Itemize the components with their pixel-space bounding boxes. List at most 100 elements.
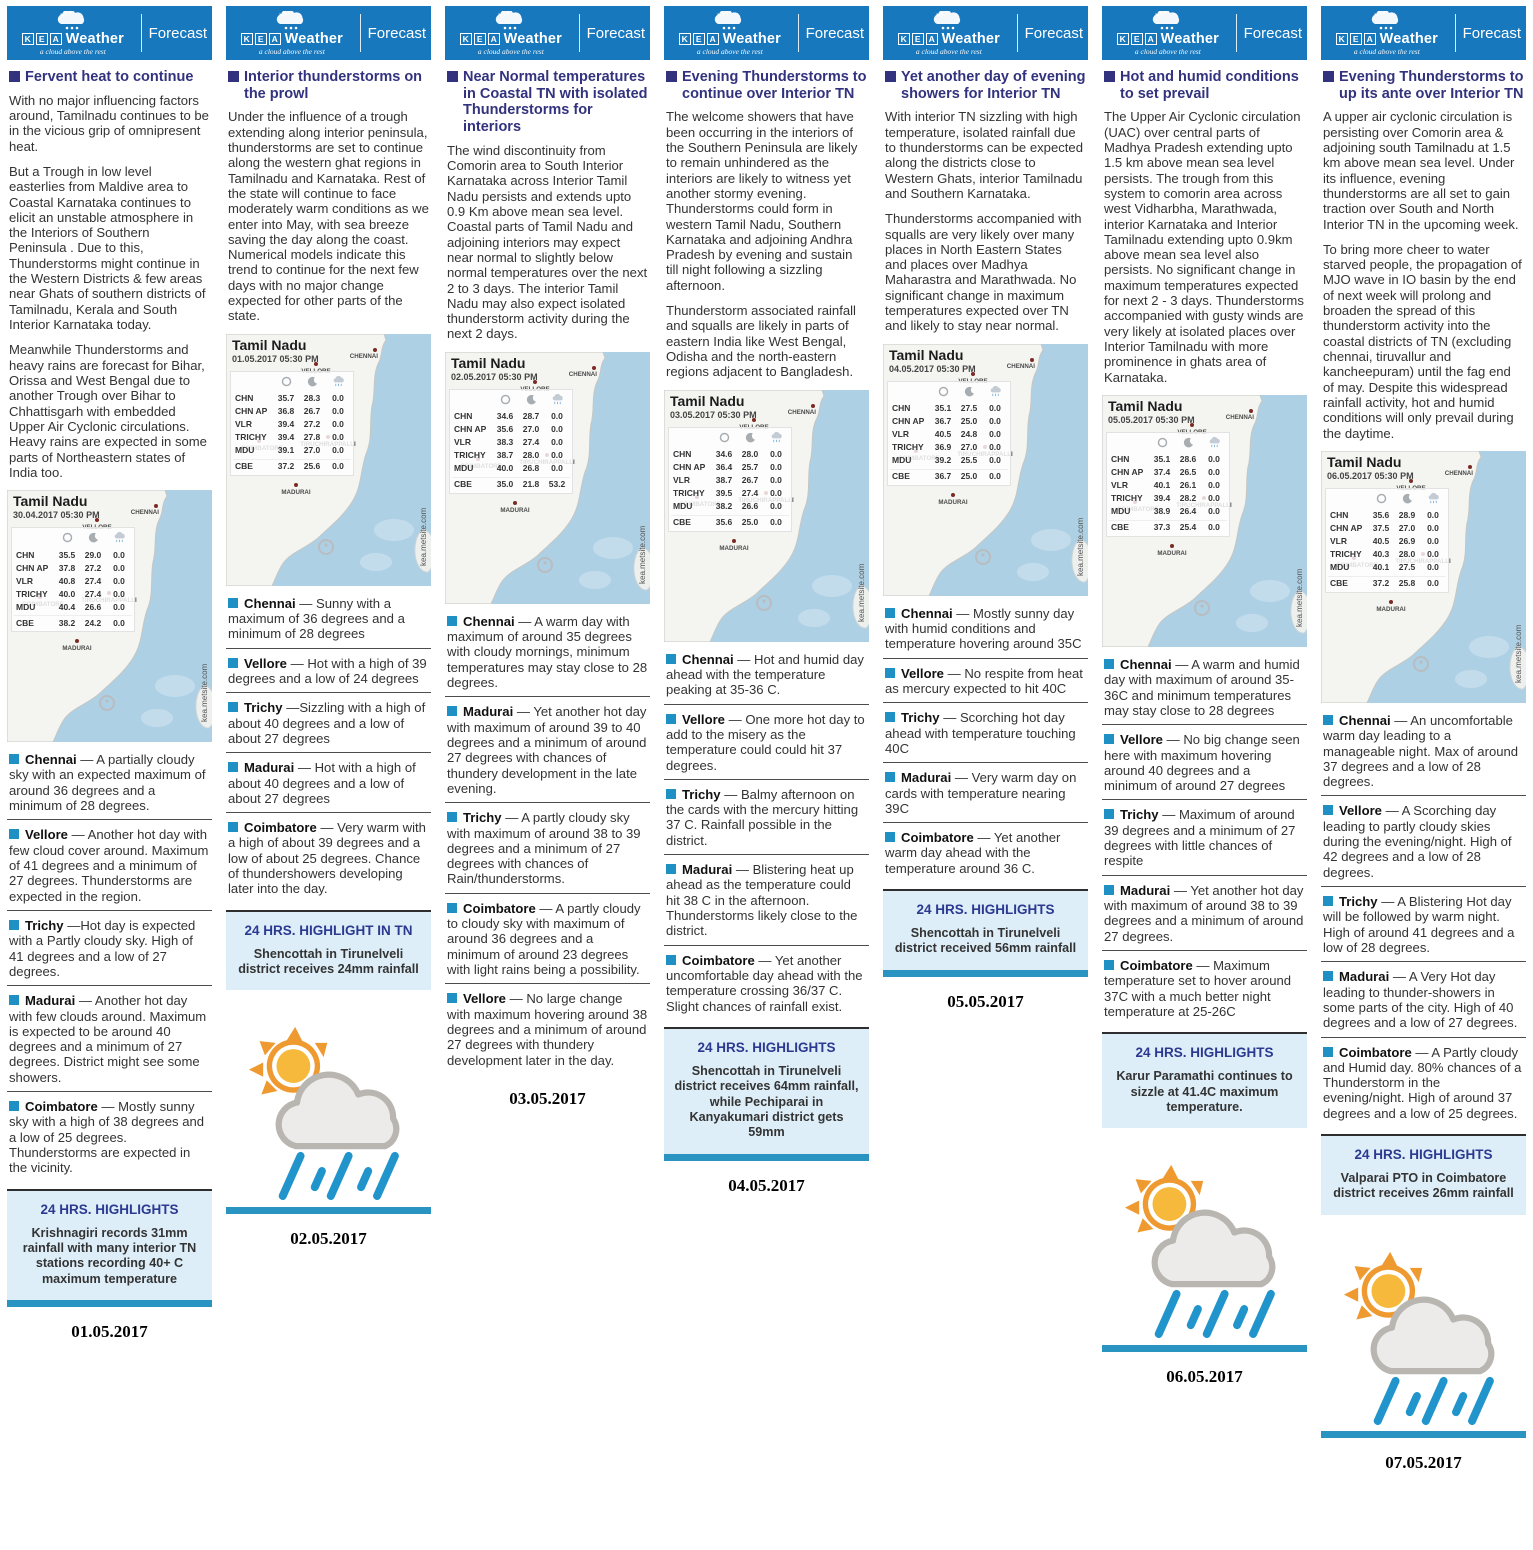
table-row: TRICHY 40.3 28.0 0.0 <box>1328 548 1446 561</box>
city-forecast-item: Chennai — Hot and humid day ahead with t… <box>664 652 869 705</box>
map-city-label: MADURAI <box>62 645 91 652</box>
rainfall-cloud-icon <box>1201 436 1227 450</box>
table-body: CHN 35.6 28.9 0.0 CHN AP 37.5 27.0 0.0 VLR 40.5 26… <box>1328 509 1446 589</box>
city-bullet-icon <box>228 597 238 608</box>
table-row: MDU 38.2 26.6 0.0 <box>671 500 789 513</box>
city-forecast-text: — Blistering heat up ahead as the temper… <box>666 862 858 939</box>
forecast-paragraph: To bring more cheer to water starved peo… <box>1323 241 1522 441</box>
map-region-title: Tamil Nadu <box>232 336 307 353</box>
city-forecast-item: Coimbatore — Yet another warm day ahead … <box>883 830 1088 882</box>
headline-bullet-icon <box>1104 71 1115 82</box>
city-forecast-item: Chennai — A partially cloudy sky with an… <box>7 752 212 821</box>
table-cell-max: 40.8 <box>58 575 76 586</box>
table-cell-rain: 0.0 <box>770 449 782 460</box>
city-bullet-icon <box>666 954 676 965</box>
table-cell-label: CHN <box>892 403 911 414</box>
table-cell-rain: 0.0 <box>989 442 1001 453</box>
city-forecast-text: — An uncomfortable warm day leading to a… <box>1323 712 1519 790</box>
table-cell-rain: 0.0 <box>1427 523 1439 534</box>
kea-weather-header: K E A Weather a cloud above the rest For… <box>883 6 1088 60</box>
table-cell-min: 27.4 <box>741 488 759 499</box>
table-cell-max: 37.3 <box>1153 522 1171 533</box>
forecast-label: Forecast <box>1243 24 1302 42</box>
table-cell-label: CBE <box>892 471 910 482</box>
table-cell-label: TRICHY <box>1111 493 1143 504</box>
city-name: Coimbatore <box>25 1099 98 1115</box>
table-cell-label: VLR <box>892 429 909 440</box>
city-name: Chennai <box>901 605 953 621</box>
watermark: kea.metsite.com <box>419 507 428 566</box>
table-cell-label: TRICHY <box>673 488 705 499</box>
city-name: Trichy <box>25 917 64 933</box>
table-row: MDU 40.0 26.8 0.0 <box>452 462 570 475</box>
city-forecast-item: Chennai — Mostly sunny day with humid co… <box>883 606 1088 659</box>
brand-name: Weather <box>284 30 344 47</box>
city-name: Chennai <box>1120 656 1172 672</box>
city-forecast-item: Madurai — Yet another hot day with maxim… <box>1102 883 1307 951</box>
table-cell-max: 39.1 <box>277 445 295 456</box>
kea-weather-header: K E A Weather a cloud above the rest For… <box>445 6 650 60</box>
table-cell-max: 36.7 <box>934 471 952 482</box>
city-forecast-text: — Another hot day with few clouds around… <box>9 993 207 1085</box>
table-cell-min: 28.0 <box>741 449 759 460</box>
table-cell-max: 40.0 <box>58 588 76 599</box>
city-bullet-icon <box>447 615 457 626</box>
city-bullet-icon <box>666 653 676 664</box>
table-cell-label: MDU <box>454 463 474 474</box>
map-datetime: 03.05.2017 05:30 PM <box>670 409 757 420</box>
kea-logo: K E A Weather a cloud above the rest <box>669 10 791 56</box>
city-forecast-item: Vellore — No big change seen here with m… <box>1102 732 1307 801</box>
city-name: Madurai <box>463 704 514 720</box>
sun-cloud-rain-icon <box>248 1027 399 1201</box>
forecast-label: Forecast <box>1462 24 1521 42</box>
table-cell-min: 27.2 <box>303 419 321 430</box>
kea-letter-e: E <box>254 32 267 45</box>
table-cell-max: 39.5 <box>715 488 733 499</box>
forecast-paragraph: The welcome showers that have been occur… <box>666 109 858 293</box>
date-separator-bar <box>226 1206 431 1214</box>
max-temp-sun-icon <box>54 532 80 545</box>
table-cell-min: 29.0 <box>84 549 102 560</box>
highlights-box: 24 HRS. HIGHLIGHTS Krishnagiri records 3… <box>7 1188 212 1301</box>
headline-bullet-icon <box>447 71 458 82</box>
table-cell-min: 27.0 <box>522 424 540 435</box>
city-forecast-item: Trichy — Maximum of around 39 degrees an… <box>1102 807 1307 876</box>
kea-letter-a: A <box>1144 32 1157 45</box>
city-forecast-item: Coimbatore — Yet another uncomfortable d… <box>664 953 869 1020</box>
brand-name: Weather <box>1160 30 1220 47</box>
kea-weather-header: K E A Weather a cloud above the rest For… <box>7 6 212 60</box>
table-cell-min: 27.0 <box>303 445 321 456</box>
tamilnadu-map: CHENNAI VELLORE COIMBATORE TIRUCHIRAPPAL… <box>7 490 212 743</box>
brand-tagline: a cloud above the rest <box>915 47 982 56</box>
city-name: Madurai <box>901 770 952 786</box>
city-bullet-icon <box>1323 971 1333 982</box>
temperature-table: CHN 34.6 28.7 0.0 CHN AP 35.6 27.0 0.0 VLR 38.3 27… <box>449 388 573 494</box>
rainfall-cloud-icon <box>544 393 570 407</box>
city-name: Trichy <box>901 710 940 726</box>
table-cell-max: 38.9 <box>1153 506 1171 517</box>
table-cell-label: CBE <box>1111 522 1129 533</box>
table-cell-min: 25.0 <box>741 517 759 528</box>
city-forecast-item: Vellore — A Scorching day leading to par… <box>1321 803 1526 888</box>
column-headline: Hot and humid conditions to set prevail <box>1120 69 1299 102</box>
brand-name: Weather <box>941 30 1001 47</box>
table-row: CHN 35.5 29.0 0.0 <box>14 548 132 561</box>
table-cell-rain: 0.0 <box>989 403 1001 414</box>
table-cell-min: 24.2 <box>84 617 102 628</box>
city-forecast-text: — Sunny with a maximum of 36 degrees and… <box>228 595 405 642</box>
city-forecast-text: — Hot with a high of about 40 degrees an… <box>228 760 416 806</box>
table-header-row <box>1328 491 1446 508</box>
table-row: CBE 38.2 24.2 0.0 <box>14 615 132 628</box>
tamilnadu-map: CHENNAI VELLORE COIMBATORE TIRUCHIRAPPAL… <box>445 351 650 604</box>
table-cell-rain: 0.0 <box>1208 480 1220 491</box>
table-cell-label: VLR <box>16 575 33 586</box>
forecast-paragraph: Thunderstorm associated rainfall and squ… <box>666 303 856 380</box>
table-cell-max: 37.2 <box>1372 578 1390 589</box>
table-row: CHN AP 37.4 26.5 0.0 <box>1109 466 1227 479</box>
table-header-row <box>1109 435 1227 452</box>
kea-letter-a: A <box>487 32 500 45</box>
city-name: Vellore <box>682 711 725 727</box>
table-row: TRICHY 38.7 28.0 0.0 <box>452 449 570 462</box>
city-forecast-text: — A partially cloudy sky with an expecte… <box>9 752 206 814</box>
kea-logo: K E A Weather a cloud above the rest <box>1107 10 1229 56</box>
